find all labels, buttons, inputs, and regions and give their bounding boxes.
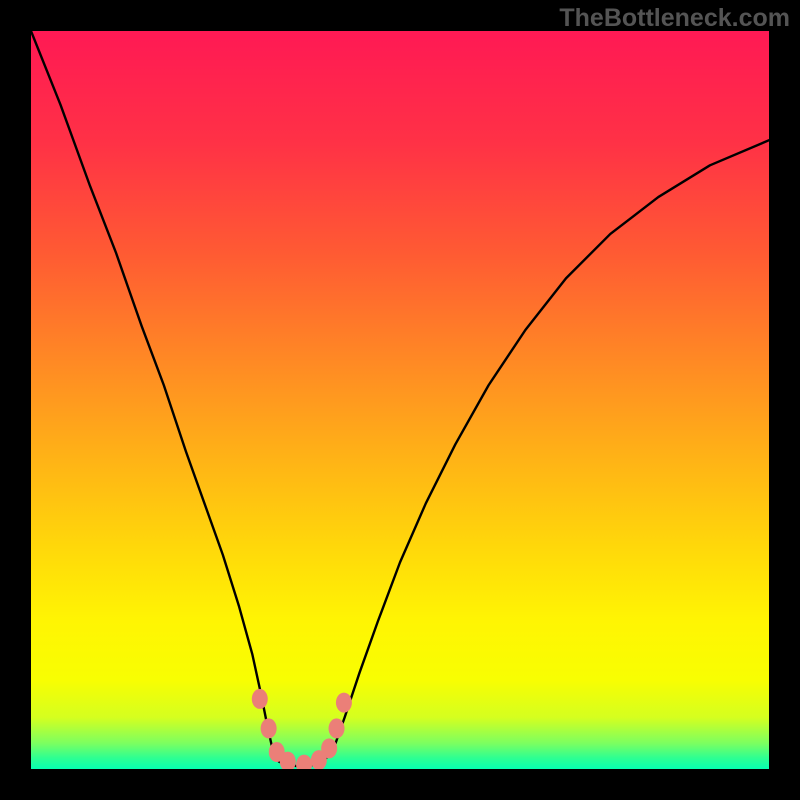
curve-marker	[252, 689, 268, 709]
curve-marker	[261, 718, 277, 738]
curve-marker	[321, 738, 337, 758]
curve-marker	[336, 693, 352, 713]
curve-marker	[329, 718, 345, 738]
bottleneck-chart	[31, 31, 769, 769]
watermark-label: TheBottleneck.com	[559, 4, 790, 33]
chart-background-gradient	[31, 31, 769, 769]
